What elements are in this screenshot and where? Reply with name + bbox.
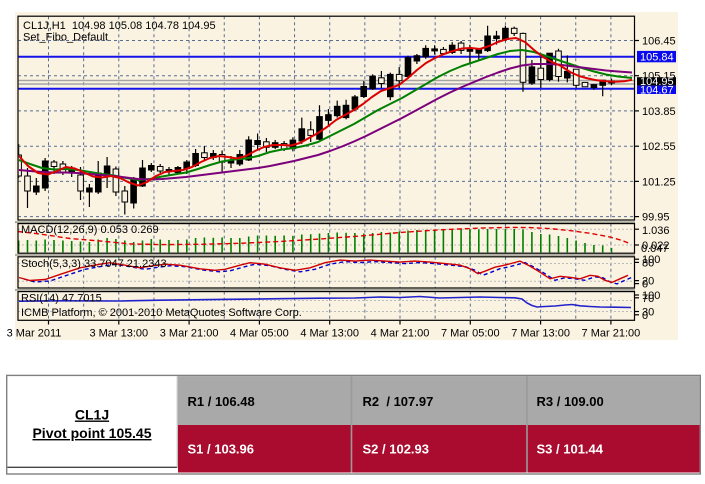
svg-text:Stoch(5,3,3) 33.7047 21.2343: Stoch(5,3,3) 33.7047 21.2343 bbox=[21, 258, 167, 270]
svg-text:S1 / 103.96: S1 / 103.96 bbox=[188, 442, 255, 457]
svg-text:0.047: 0.047 bbox=[641, 243, 669, 255]
svg-text:104.95: 104.95 bbox=[640, 76, 674, 88]
svg-text:3 Mar 2011: 3 Mar 2011 bbox=[7, 328, 62, 340]
svg-text:102.55: 102.55 bbox=[642, 141, 676, 153]
svg-text:MACD(12,26,9) 0.053 0.269: MACD(12,26,9) 0.053 0.269 bbox=[21, 224, 159, 236]
svg-text:Pivot point 105.45: Pivot point 105.45 bbox=[32, 425, 151, 441]
svg-text:3 Mar 13:00: 3 Mar 13:00 bbox=[89, 328, 148, 340]
svg-text:RSI(14) 47.7015: RSI(14) 47.7015 bbox=[21, 293, 102, 305]
svg-text:105.84: 105.84 bbox=[640, 52, 674, 64]
svg-text:R3 / 109.00: R3 / 109.00 bbox=[537, 394, 604, 409]
svg-text:4 Mar 05:00: 4 Mar 05:00 bbox=[230, 328, 289, 340]
svg-text:1.036: 1.036 bbox=[642, 225, 670, 237]
svg-text:104.67: 104.67 bbox=[640, 84, 674, 96]
svg-text:106.45: 106.45 bbox=[642, 36, 676, 48]
svg-text:103.85: 103.85 bbox=[642, 106, 676, 118]
svg-text:4 Mar 21:00: 4 Mar 21:00 bbox=[371, 328, 430, 340]
svg-text:CL1J,H1 104.98 105.08 104.78: CL1J,H1 104.98 105.08 104.78 104.95 bbox=[23, 20, 216, 32]
svg-text:CL1J: CL1J bbox=[75, 407, 109, 423]
svg-text:ICMB Platform, © 2001-2010 Met: ICMB Platform, © 2001-2010 MetaQuotes So… bbox=[21, 307, 302, 319]
svg-text:0: 0 bbox=[642, 310, 648, 322]
svg-text:99.95: 99.95 bbox=[642, 212, 670, 224]
svg-text:R1 / 106.48: R1 / 106.48 bbox=[188, 394, 255, 409]
svg-text:100: 100 bbox=[642, 290, 660, 302]
svg-text:Set_Fibo_Default: Set_Fibo_Default bbox=[23, 32, 108, 44]
svg-text:3 Mar 21:00: 3 Mar 21:00 bbox=[160, 328, 219, 340]
svg-text:30: 30 bbox=[642, 307, 654, 319]
svg-text:S3 / 101.44: S3 / 101.44 bbox=[537, 442, 604, 457]
svg-text:7 Mar 21:00: 7 Mar 21:00 bbox=[582, 328, 641, 340]
svg-text:0.022: 0.022 bbox=[642, 240, 670, 252]
svg-text:S2 / 102.93: S2 / 102.93 bbox=[363, 442, 430, 457]
svg-text:101.25: 101.25 bbox=[642, 176, 676, 188]
svg-text:7 Mar 13:00: 7 Mar 13:00 bbox=[511, 328, 570, 340]
svg-text:4 Mar 13:00: 4 Mar 13:00 bbox=[300, 328, 359, 340]
svg-text:7 Mar 05:00: 7 Mar 05:00 bbox=[441, 328, 500, 340]
svg-text:0: 0 bbox=[642, 279, 648, 291]
svg-text:70: 70 bbox=[642, 293, 654, 305]
svg-text:R2 / 107.97: R2 / 107.97 bbox=[363, 394, 434, 409]
svg-text:100: 100 bbox=[642, 254, 660, 266]
svg-text:20: 20 bbox=[642, 276, 654, 288]
svg-text:80: 80 bbox=[642, 257, 654, 269]
